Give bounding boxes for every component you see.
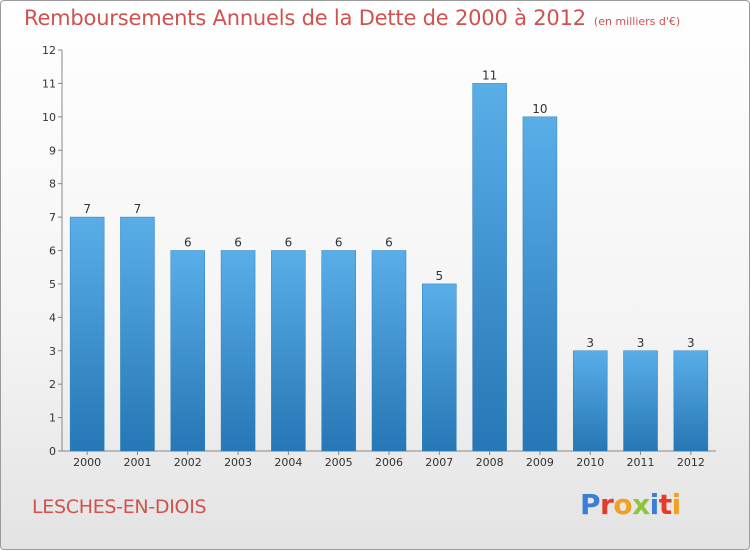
y-tick-label: 9 [49,144,56,157]
y-tick-label: 11 [42,77,56,90]
bar-value-label: 6 [385,236,393,250]
x-tick-label: 2008 [476,456,504,469]
bar [422,283,457,452]
x-tick-label: 2011 [627,456,655,469]
bar-value-label: 5 [435,269,443,283]
x-tick-label: 2004 [274,456,302,469]
chart-title: Remboursements Annuels de la Dette de 20… [24,6,680,30]
y-tick-label: 6 [49,245,56,258]
x-tick-label: 2001 [123,456,151,469]
bar-value-label: 7 [134,202,142,216]
bar [572,350,608,452]
y-tick-label: 0 [49,445,56,458]
y-tick-label: 4 [49,311,56,324]
bar [220,250,256,452]
bar-value-label: 3 [637,336,645,350]
y-tick-label: 12 [42,44,56,57]
bar [271,250,306,452]
bar [673,350,709,452]
y-tick-label: 7 [49,211,56,224]
bar [371,250,407,452]
bar-value-label: 3 [586,336,594,350]
y-tick-label: 10 [42,111,56,124]
chart-unit: (en milliers d'€) [593,15,681,28]
bar [472,83,507,452]
place-name: LESCHES-EN-DIOIS [32,496,207,518]
bar-value-label: 3 [687,336,695,350]
x-tick-label: 2006 [375,456,403,469]
logo-letter: t [658,488,672,521]
bar [623,350,658,452]
logo-letter: i [671,488,682,521]
bar-value-label: 11 [482,68,497,82]
x-tick-label: 2010 [576,456,604,469]
bar [170,250,206,452]
logo-letter: x [632,488,650,521]
logo-letter: P [580,488,601,521]
bar-value-label: 6 [335,236,343,250]
y-tick-label: 1 [49,412,56,425]
y-tick-label: 3 [49,345,56,358]
x-tick-label: 2005 [325,456,353,469]
x-tick-label: 2002 [174,456,202,469]
bar-value-label: 6 [184,236,192,250]
bar-value-label: 6 [285,236,293,250]
logo-letter: r [600,488,614,521]
bar [522,116,558,452]
bar-value-label: 6 [234,236,242,250]
chart-title-text: Remboursements Annuels de la Dette de 20… [24,6,586,30]
x-tick-label: 2003 [224,456,252,469]
x-tick-label: 2000 [73,456,101,469]
bar [321,250,356,452]
logo-letter: i [649,488,660,521]
logo-letter: o [613,488,633,521]
x-tick-label: 2007 [425,456,453,469]
y-tick-label: 2 [49,378,56,391]
proxiti-logo: Proxiti [580,488,681,521]
bar [120,216,155,452]
y-tick-label: 8 [49,178,56,191]
bar [69,216,105,452]
x-tick-label: 2012 [677,456,705,469]
bar-value-label: 10 [532,102,547,116]
x-tick-label: 2009 [526,456,554,469]
y-tick-label: 5 [49,278,56,291]
bar-value-label: 7 [83,202,91,216]
